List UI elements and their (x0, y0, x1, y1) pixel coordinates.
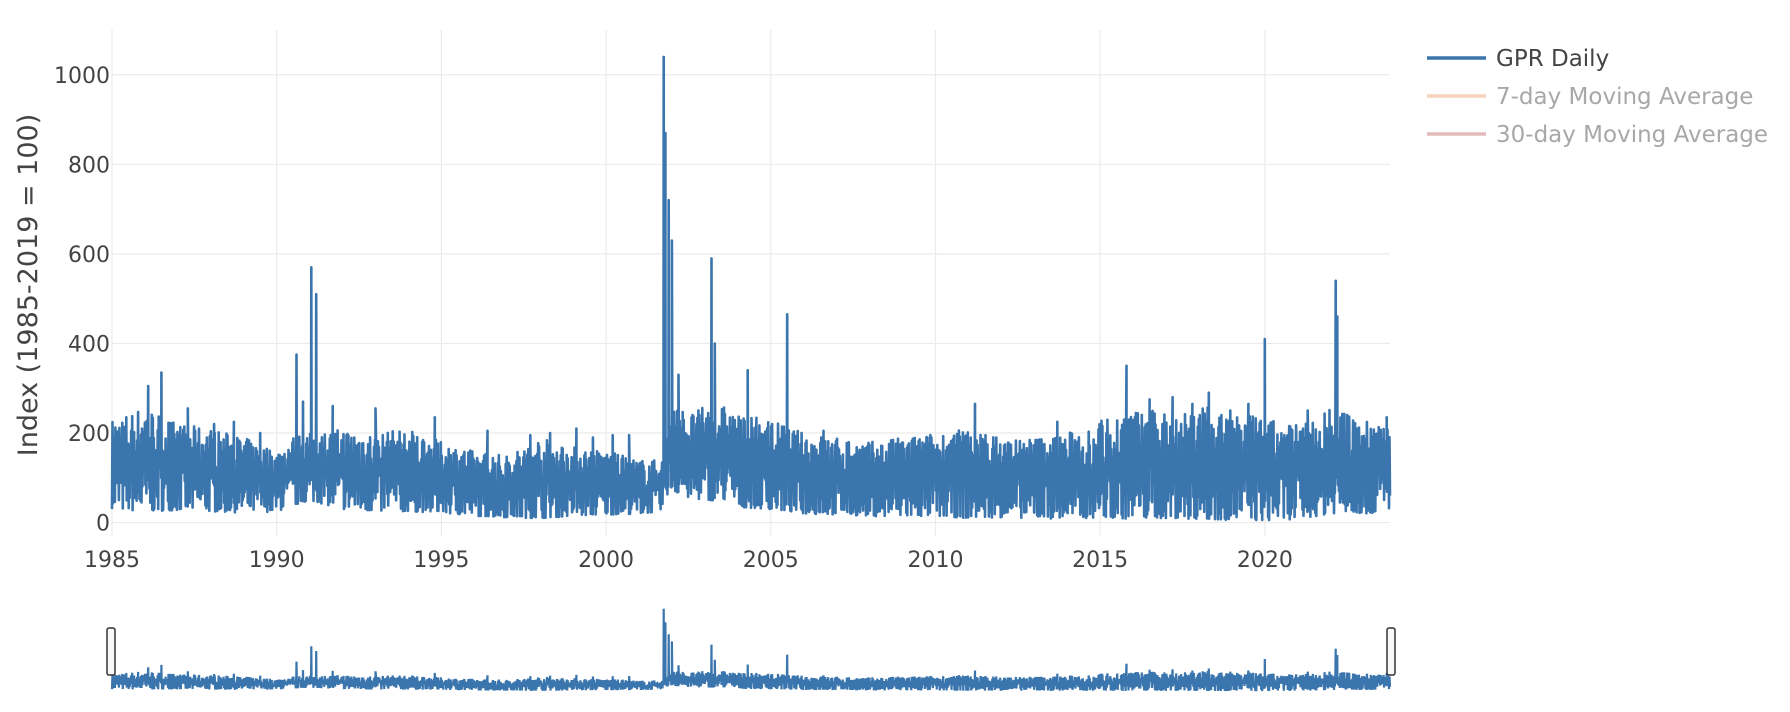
y-tick-label: 400 (68, 332, 110, 357)
y-tick-label: 1000 (54, 64, 110, 89)
range-slider[interactable] (106, 608, 1396, 692)
x-tick-label: 2005 (743, 548, 799, 573)
x-axis: 1985 1990 1995 2000 2005 2010 2015 2020 (84, 548, 1293, 573)
legend: GPR Daily 7-day Moving Average 30-day Movi… (1427, 46, 1768, 148)
x-tick-label: 2000 (578, 548, 634, 573)
slider-series-line (110, 608, 1392, 692)
x-tick-label: 1990 (249, 548, 305, 573)
x-tick-label: 2010 (907, 548, 963, 573)
main-plot-area[interactable] (110, 55, 1392, 522)
y-axis-title: Index (1985-2019 = 100) (13, 114, 44, 456)
legend-item[interactable]: 7-day Moving Average (1427, 84, 1753, 110)
slider-handle-left[interactable] (106, 627, 116, 676)
x-tick-label: 1995 (413, 548, 469, 573)
y-axis: 0 200 400 600 800 1000 (54, 64, 110, 537)
legend-item[interactable]: GPR Daily (1427, 46, 1609, 72)
legend-label: 7-day Moving Average (1496, 84, 1753, 110)
x-tick-label: 1985 (84, 548, 140, 573)
slider-handle-right[interactable] (1386, 627, 1396, 676)
series-line-gpr-daily (110, 55, 1392, 522)
y-tick-label: 600 (68, 243, 110, 268)
legend-label: GPR Daily (1496, 46, 1609, 72)
y-tick-label: 800 (68, 153, 110, 178)
legend-item[interactable]: 30-day Moving Average (1427, 122, 1768, 148)
y-tick-label: 0 (96, 512, 110, 537)
x-tick-label: 2015 (1072, 548, 1128, 573)
y-tick-label: 200 (68, 422, 110, 447)
x-tick-label: 2020 (1237, 548, 1293, 573)
legend-label: 30-day Moving Average (1496, 122, 1768, 148)
